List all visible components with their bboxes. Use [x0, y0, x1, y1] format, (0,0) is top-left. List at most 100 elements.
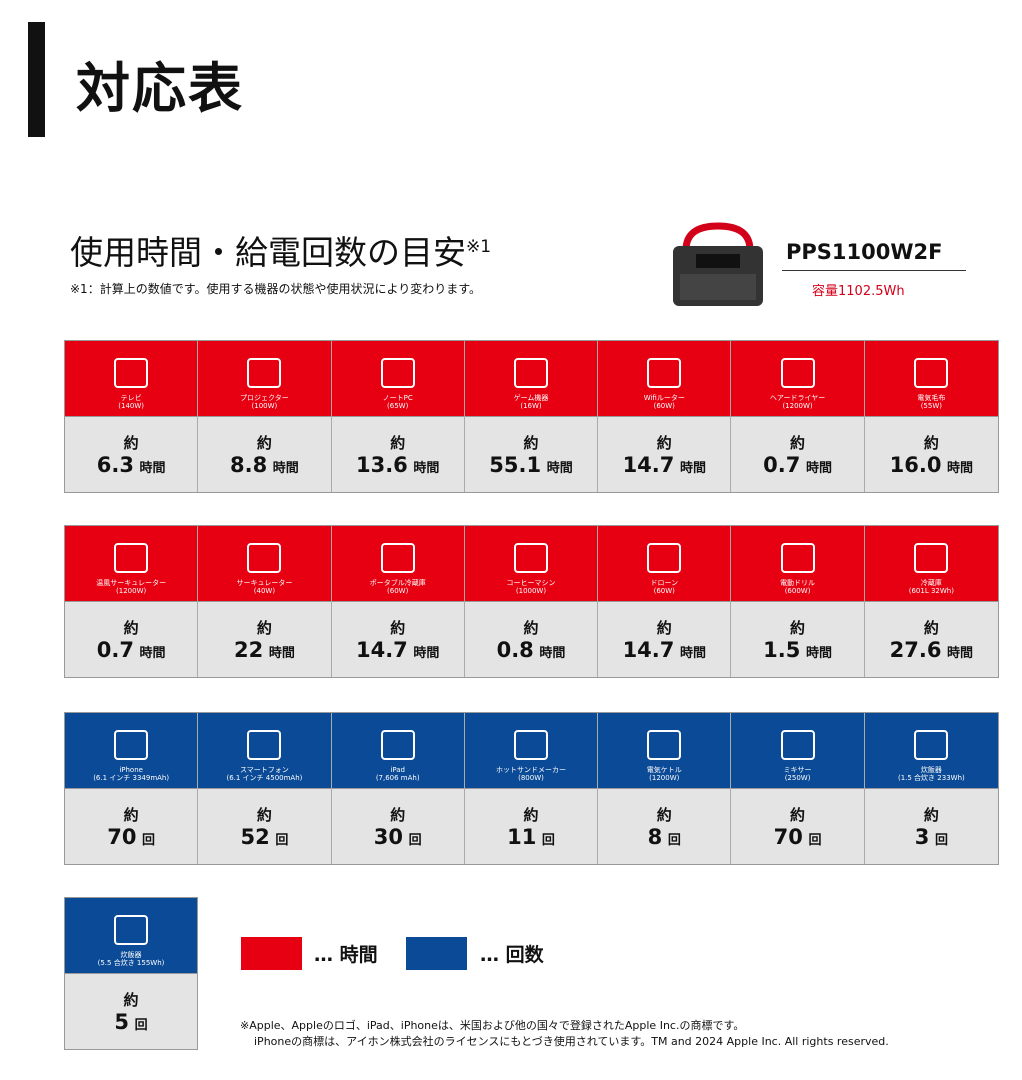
- laptop-icon: [380, 358, 415, 388]
- power-station-image: [673, 222, 763, 306]
- value-number: 13.6: [355, 453, 408, 477]
- value-number: 3: [914, 825, 930, 849]
- value-unit: 回: [808, 833, 822, 848]
- device-label: 炊飯器: [120, 951, 142, 959]
- device-cell: ノートPC (65W) 約 13.6 時間: [331, 341, 465, 492]
- approx-label: 約: [123, 619, 139, 637]
- device-header: Wifiルーター (60W): [598, 341, 731, 416]
- smartphone-icon: [247, 730, 282, 760]
- device-header: 電気毛布 (55W): [864, 341, 998, 416]
- kettle-icon: [647, 730, 682, 760]
- device-header: コーヒーマシン (1000W): [464, 526, 598, 601]
- approx-label: 約: [256, 806, 272, 824]
- device-spec: (6.1 インチ 3349mAh): [93, 774, 170, 782]
- legend-label-count: … 回数: [480, 944, 544, 966]
- value-unit: 時間: [139, 646, 166, 661]
- device-cell: 冷蔵庫 (601L 32Wh) 約 27.6 時間: [864, 526, 998, 677]
- device-header: ポータブル冷蔵庫 (60W): [331, 526, 464, 601]
- value-number: 70: [107, 825, 137, 849]
- device-spec: (6.1 インチ 4500mAh): [226, 774, 303, 782]
- approx-label: 約: [923, 434, 939, 452]
- value-unit: 回: [134, 1018, 148, 1033]
- iphone-icon: [114, 730, 149, 760]
- device-value: 約 8.8 時間: [198, 416, 331, 492]
- device-value: 約 52 回: [198, 788, 331, 864]
- approx-label: 約: [123, 434, 139, 452]
- device-cell: テレビ (140W) 約 6.3 時間: [65, 341, 199, 492]
- value-number: 8: [647, 825, 663, 849]
- value-number: 6.3: [96, 453, 134, 477]
- device-label: iPhone: [119, 766, 143, 774]
- value-number: 30: [373, 825, 404, 849]
- product-capacity: 容量1102.5Wh: [812, 284, 905, 299]
- device-value: 約 0.7 時間: [731, 416, 864, 492]
- device-table-row: iPhone (6.1 インチ 3349mAh) 約 70 回 スマートフォン …: [64, 712, 999, 865]
- device-label: テレビ: [120, 394, 142, 402]
- footnote-line: iPhoneの商標は、アイホン株式会社のライセンスにもとづき使用されています。T…: [254, 1035, 889, 1048]
- circulator-icon: [247, 543, 282, 573]
- subtitle-text: 使用時間・給電回数の目安: [70, 233, 466, 272]
- legend-swatch-time: [241, 937, 302, 970]
- device-value: 約 22 時間: [198, 601, 331, 677]
- approx-label: 約: [523, 434, 539, 452]
- device-cell: ミキサー (250W) 約 70 回: [731, 713, 865, 864]
- value-unit: 時間: [947, 461, 974, 476]
- value-number: 11: [507, 825, 537, 849]
- device-value: 約 16.0 時間: [864, 416, 998, 492]
- value-number: 52: [240, 825, 270, 849]
- device-value: 約 3 回: [864, 788, 998, 864]
- device-value: 約 14.7 時間: [598, 416, 731, 492]
- device-label: ノートPC: [382, 394, 413, 402]
- value-number: 14.7: [355, 638, 408, 662]
- device-value: 約 1.5 時間: [731, 601, 864, 677]
- device-header: ゲーム機器 (16W): [464, 341, 598, 416]
- tv-icon: [114, 358, 149, 388]
- device-cell: 炊飯器 (1.5 合炊き 233Wh) 約 3 回: [864, 713, 998, 864]
- device-label: サーキュレーター: [236, 579, 293, 587]
- device-label: プロジェクター: [240, 394, 289, 402]
- device-header: 冷蔵庫 (601L 32Wh): [864, 526, 998, 601]
- device-cell: サーキュレーター (40W) 約 22 時間: [198, 526, 332, 677]
- device-header: 炊飯器 (5.5 合炊き 155Wh): [65, 898, 197, 973]
- value-unit: 回: [934, 833, 948, 848]
- approx-label: 約: [523, 619, 539, 637]
- device-spec: (1.5 合炊き 233Wh): [897, 774, 965, 782]
- value-number: 0.7: [763, 453, 801, 477]
- device-spec: (1200W): [116, 587, 147, 595]
- value-unit: 時間: [139, 461, 166, 476]
- device-spec: (60W): [653, 402, 675, 410]
- value-unit: 時間: [272, 461, 299, 476]
- device-cell: 電動ドリル (600W) 約 1.5 時間: [731, 526, 865, 677]
- device-table-row: テレビ (140W) 約 6.3 時間 プロジェクター (100W) 約 8.8…: [64, 340, 999, 493]
- approx-label: 約: [790, 434, 806, 452]
- device-cell: コーヒーマシン (1000W) 約 0.8 時間: [464, 526, 599, 677]
- device-value: 約 6.3 時間: [65, 416, 198, 492]
- product-name: PPS1100W2F: [782, 240, 966, 271]
- blender-icon: [780, 730, 815, 760]
- device-spec: (1000W): [515, 587, 547, 595]
- device-header: スマートフォン (6.1 インチ 4500mAh): [198, 713, 331, 788]
- hair-dryer-icon: [780, 358, 815, 388]
- device-label: 電気毛布: [917, 394, 946, 402]
- value-number: 0.7: [96, 638, 134, 662]
- value-number: 0.8: [496, 638, 534, 662]
- game-console-icon: [513, 358, 548, 388]
- approx-label: 約: [390, 806, 406, 824]
- value-unit: 時間: [413, 646, 440, 661]
- device-spec: (1200W): [782, 402, 813, 410]
- wifi-router-icon: [647, 358, 682, 388]
- device-spec: (65W): [387, 402, 409, 410]
- device-spec: (55W): [920, 402, 942, 410]
- approx-label: 約: [790, 806, 806, 824]
- approx-label: 約: [656, 806, 672, 824]
- device-label: ポータブル冷蔵庫: [369, 579, 426, 587]
- device-label: コーヒーマシン: [506, 579, 556, 587]
- circulator-icon: [114, 543, 149, 573]
- value-unit: 時間: [546, 461, 573, 476]
- device-header: テレビ (140W): [65, 341, 198, 416]
- device-cell: ゲーム機器 (16W) 約 55.1 時間: [464, 341, 599, 492]
- device-cell: プロジェクター (100W) 約 8.8 時間: [198, 341, 332, 492]
- device-spec: (800W): [518, 774, 544, 782]
- device-label: 電動ドリル: [780, 579, 816, 587]
- value-unit: 回: [142, 833, 156, 848]
